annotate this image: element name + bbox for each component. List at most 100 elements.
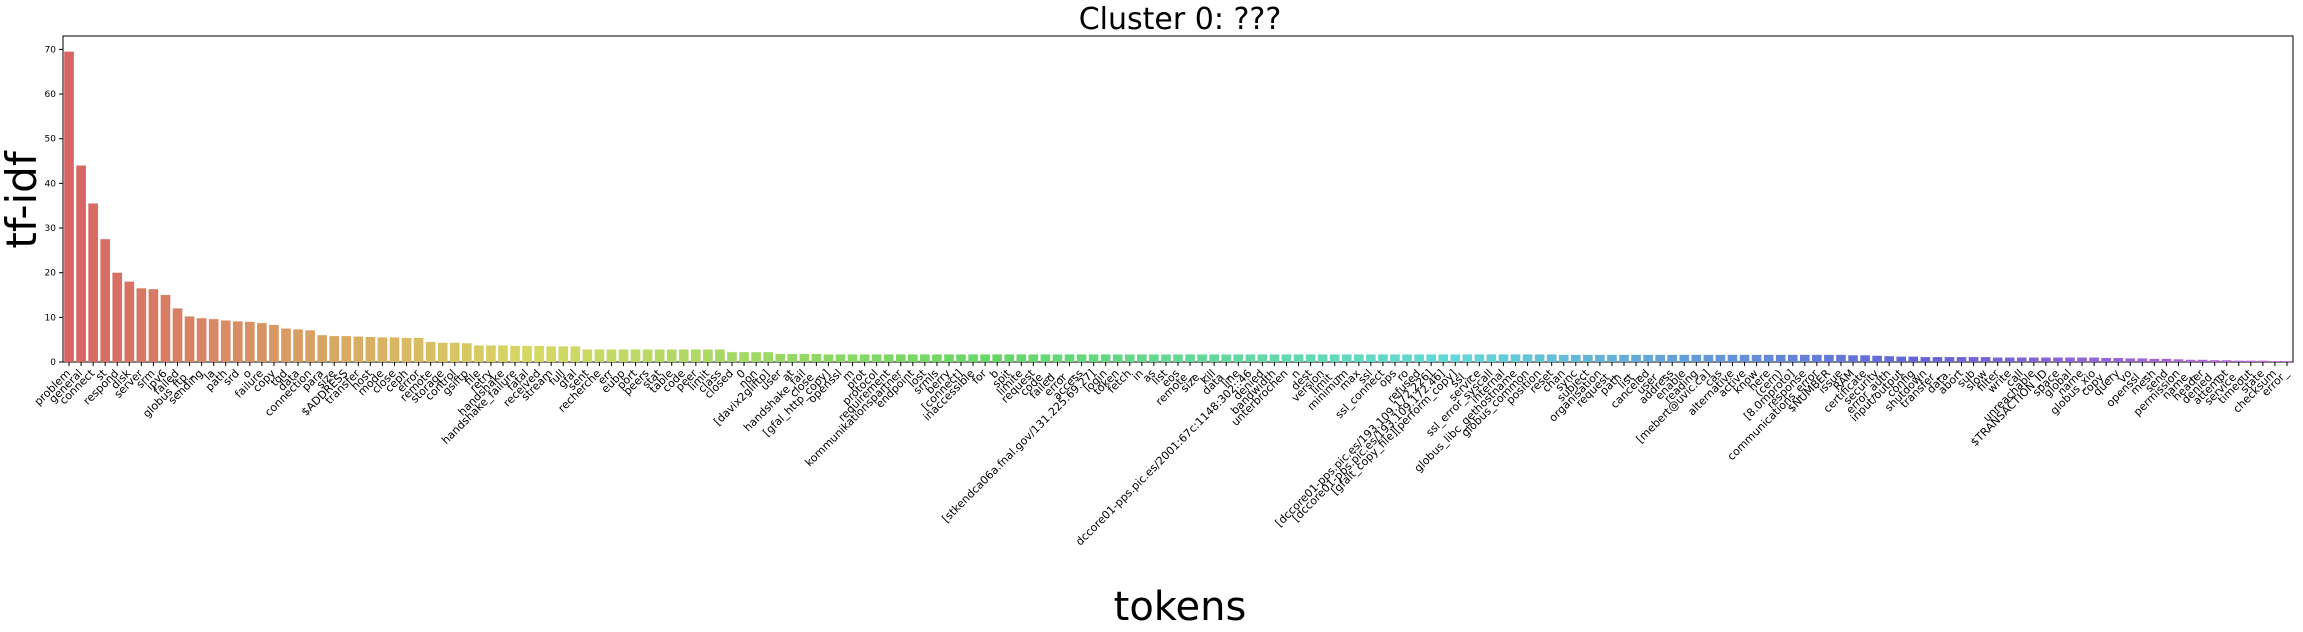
y-axis-label: tf-idf [0, 150, 46, 248]
bar [1824, 354, 1834, 362]
bar [449, 342, 460, 362]
bar [1378, 354, 1388, 362]
bar [1944, 357, 1955, 362]
y-tick-label: 60 [45, 90, 57, 100]
bar [2029, 357, 2039, 362]
bar [751, 352, 761, 362]
bar [956, 354, 966, 362]
bar [1052, 354, 1063, 362]
bar [1848, 355, 1858, 362]
bar [1546, 354, 1557, 362]
bar [1775, 354, 1786, 362]
bar [196, 318, 207, 362]
bar [1149, 354, 1159, 362]
bar [883, 354, 894, 362]
bar [281, 328, 291, 362]
bar [1763, 354, 1774, 362]
bar [1860, 355, 1870, 362]
bar [1402, 354, 1412, 362]
bar [64, 51, 74, 363]
bar [1643, 354, 1653, 362]
y-axis: 0 10 20 30 40 50 60 70 [45, 45, 63, 368]
bar [425, 341, 436, 362]
bars-group [64, 51, 2292, 363]
bar [1353, 354, 1364, 362]
bar [1498, 354, 1509, 362]
y-tick-label: 20 [45, 269, 57, 279]
y-tick-label: 30 [45, 224, 57, 234]
y-tick-label: 50 [45, 135, 57, 145]
bar [1209, 354, 1219, 362]
bar [1884, 356, 1895, 362]
bar [2161, 358, 2172, 362]
bar [1329, 354, 1340, 362]
bar [389, 337, 400, 362]
bar [654, 349, 665, 362]
bar [606, 349, 617, 362]
bar [461, 343, 472, 362]
bar [775, 353, 786, 362]
bar [1137, 354, 1147, 362]
bar [1896, 356, 1907, 362]
bar [317, 335, 327, 362]
bar [1980, 357, 1991, 362]
x-axis: problemgeneralconnectstresponddiskserver… [32, 362, 2291, 548]
bar [1161, 354, 1171, 362]
bar [944, 354, 954, 362]
bar [799, 353, 810, 362]
bar [992, 354, 1003, 362]
chart-title: Cluster 0: ??? [1079, 2, 1282, 37]
bar [1655, 354, 1665, 362]
bar [546, 346, 557, 362]
bar [703, 349, 713, 362]
bar [1088, 354, 1099, 362]
bar [968, 354, 978, 362]
bar [486, 345, 496, 362]
bar [1233, 354, 1244, 362]
bar [2197, 359, 2208, 362]
bar [847, 354, 858, 362]
bar [582, 349, 593, 362]
bar [437, 342, 448, 362]
bar [88, 203, 98, 362]
bar [618, 349, 629, 362]
bar [691, 349, 701, 362]
bar [1438, 354, 1449, 362]
bar [1691, 354, 1702, 362]
bar [413, 337, 424, 362]
bar [558, 346, 569, 362]
bar [1812, 354, 1822, 362]
bar [715, 349, 725, 362]
bar [1751, 354, 1762, 362]
bar [1366, 354, 1376, 362]
bar [341, 336, 352, 362]
bar [1956, 357, 1967, 362]
bar [1486, 354, 1497, 362]
bar [666, 349, 677, 362]
bar [1426, 354, 1436, 362]
bar [1607, 354, 1617, 362]
bar [401, 337, 412, 362]
bar [136, 288, 147, 362]
bar [895, 354, 906, 362]
bar [124, 281, 135, 362]
bar [1570, 354, 1581, 362]
bar [727, 352, 737, 362]
bar [1040, 354, 1051, 362]
bar [160, 295, 171, 362]
bar [1474, 354, 1485, 362]
bar [305, 330, 315, 362]
bar [184, 316, 195, 362]
bar [1076, 354, 1087, 362]
bar [293, 329, 303, 362]
bar [1269, 354, 1280, 362]
bar [2089, 357, 2099, 362]
bar [678, 349, 689, 362]
y-tick-label: 10 [45, 313, 57, 323]
bar [871, 354, 882, 362]
bar [1124, 354, 1135, 362]
bar [1510, 354, 1521, 362]
bar [642, 349, 653, 362]
bar [2077, 357, 2087, 362]
